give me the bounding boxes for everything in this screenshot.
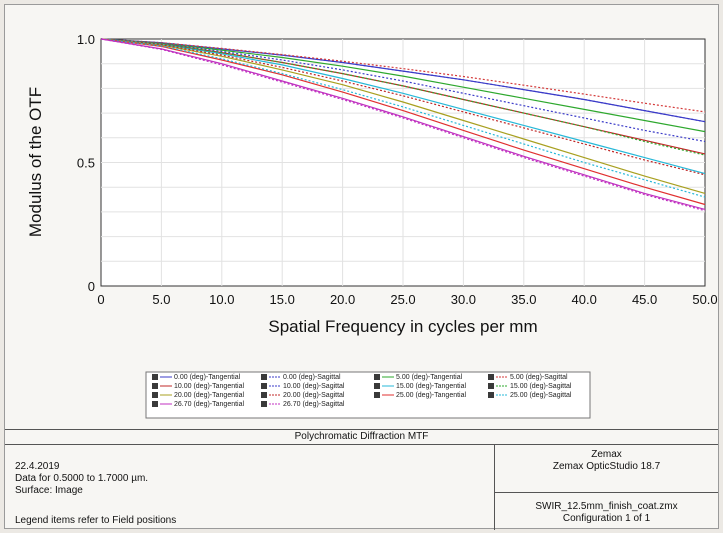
series-line bbox=[100, 38, 706, 212]
legend-label: 0.00 (deg)-Tangential bbox=[174, 374, 241, 381]
legend-item: 26.70 (deg)-Tangential bbox=[152, 401, 244, 408]
legend-label: 20.00 (deg)-Tangential bbox=[174, 392, 244, 399]
legend: 0.00 (deg)-Tangential 0.00 (deg)-Sagittal… bbox=[152, 374, 572, 408]
legend-label: 20.00 (deg)-Sagittal bbox=[283, 392, 345, 399]
x-tick-label: 0 bbox=[97, 292, 104, 307]
chart-title: Polychromatic Diffraction MTF bbox=[294, 431, 429, 442]
legend-item: 25.00 (deg)-Sagittal bbox=[488, 392, 572, 399]
legend-item: 10.00 (deg)-Sagittal bbox=[261, 383, 345, 390]
legend-label: 10.00 (deg)-Tangential bbox=[174, 383, 244, 390]
legend-item: 5.00 (deg)-Tangential bbox=[374, 374, 463, 381]
mtf-report-frame: 0 5.0 10.0 15.0 20.0 25.0 30.0 35.0 40.0 45.0 50.0… bbox=[4, 4, 719, 530]
info-title-rule bbox=[5, 444, 718, 445]
x-tick-labels: 0 5.0 10.0 15.0 20.0 25.0 30.0 35.0 40.0 45.0 50.0 bbox=[97, 292, 717, 307]
legend-item: 20.00 (deg)-Sagittal bbox=[261, 392, 345, 399]
legend-label: 0.00 (deg)-Sagittal bbox=[283, 374, 341, 381]
legend-item: 15.00 (deg)-Sagittal bbox=[488, 383, 572, 390]
legend-marker bbox=[261, 401, 267, 407]
series-line bbox=[100, 38, 706, 175]
legend-label: 26.70 (deg)-Sagittal bbox=[283, 401, 345, 408]
x-tick-label: 30.0 bbox=[451, 292, 476, 307]
legend-label: 15.00 (deg)-Sagittal bbox=[510, 383, 572, 390]
legend-marker bbox=[152, 392, 158, 398]
legend-marker bbox=[374, 383, 380, 389]
x-tick-label: 5.0 bbox=[152, 292, 170, 307]
x-tick-label: 50.0 bbox=[692, 292, 717, 307]
legend-item: 26.70 (deg)-Sagittal bbox=[261, 401, 345, 408]
legend-marker bbox=[488, 392, 494, 398]
info-vertical-rule bbox=[494, 444, 495, 530]
x-tick-label: 20.0 bbox=[330, 292, 355, 307]
legend-marker bbox=[261, 392, 267, 398]
legend-marker bbox=[374, 374, 380, 380]
series-line bbox=[100, 38, 706, 194]
legend-marker bbox=[152, 374, 158, 380]
info-legend-note: Legend items refer to Field positions bbox=[15, 515, 177, 526]
info-right-rule bbox=[494, 492, 718, 493]
series-line bbox=[100, 38, 706, 113]
info-software: Zemax OpticStudio 18.7 bbox=[552, 461, 661, 472]
info-date: 22.4.2019 bbox=[15, 461, 60, 472]
series-line bbox=[100, 38, 706, 156]
legend-label: 15.00 (deg)-Tangential bbox=[396, 383, 466, 390]
series-lines bbox=[100, 38, 706, 212]
y-tick-labels: 0 0.5 1.0 bbox=[77, 32, 95, 294]
legend-label: 25.00 (deg)-Tangential bbox=[396, 392, 466, 399]
y-tick-label: 1.0 bbox=[77, 32, 95, 47]
info-surface: Surface: Image bbox=[15, 485, 83, 496]
x-tick-label: 25.0 bbox=[390, 292, 415, 307]
series-line bbox=[100, 38, 706, 206]
legend-item: 0.00 (deg)-Sagittal bbox=[261, 374, 341, 381]
legend-item: 25.00 (deg)-Tangential bbox=[374, 392, 466, 399]
legend-item: 5.00 (deg)-Sagittal bbox=[488, 374, 568, 381]
legend-marker bbox=[261, 383, 267, 389]
y-tick-label: 0.5 bbox=[77, 156, 95, 171]
series-line bbox=[100, 38, 706, 210]
legend-item: 20.00 (deg)-Tangential bbox=[152, 392, 244, 399]
x-tick-label: 15.0 bbox=[270, 292, 295, 307]
x-tick-label: 40.0 bbox=[572, 292, 597, 307]
series-line bbox=[100, 38, 706, 198]
x-tick-label: 10.0 bbox=[209, 292, 234, 307]
info-company: Zemax bbox=[591, 449, 622, 460]
series-line bbox=[100, 38, 706, 133]
legend-marker bbox=[152, 401, 158, 407]
legend-label: 10.00 (deg)-Sagittal bbox=[283, 383, 345, 390]
legend-marker bbox=[374, 392, 380, 398]
legend-label: 25.00 (deg)-Sagittal bbox=[510, 392, 572, 399]
series-line bbox=[100, 38, 706, 143]
legend-marker bbox=[488, 374, 494, 380]
info-file: SWIR_12.5mm_finish_coat.zmx bbox=[535, 501, 678, 512]
x-tick-label: 45.0 bbox=[632, 292, 657, 307]
legend-item: 10.00 (deg)-Tangential bbox=[152, 383, 244, 390]
legend-box bbox=[145, 371, 591, 419]
y-axis-title: Modulus of the OTF bbox=[26, 87, 45, 237]
mtf-chart: 0 5.0 10.0 15.0 20.0 25.0 30.0 35.0 40.0 45.0 50.0… bbox=[26, 32, 718, 419]
info-wavelength: Data for 0.5000 to 1.7000 µm. bbox=[15, 473, 149, 484]
y-tick-label: 0 bbox=[88, 279, 95, 294]
legend-marker bbox=[261, 374, 267, 380]
series-line bbox=[100, 38, 706, 176]
grid bbox=[101, 39, 705, 286]
x-tick-label: 35.0 bbox=[511, 292, 536, 307]
info-config: Configuration 1 of 1 bbox=[562, 513, 651, 524]
info-top-rule bbox=[5, 429, 718, 430]
legend-marker bbox=[152, 383, 158, 389]
legend-item: 15.00 (deg)-Tangential bbox=[374, 383, 466, 390]
x-axis-title: Spatial Frequency in cycles per mm bbox=[268, 317, 537, 336]
legend-label: 5.00 (deg)-Sagittal bbox=[510, 374, 568, 381]
legend-label: 5.00 (deg)-Tangential bbox=[396, 374, 463, 381]
legend-label: 26.70 (deg)-Tangential bbox=[174, 401, 244, 408]
legend-item: 0.00 (deg)-Tangential bbox=[152, 374, 241, 381]
legend-marker bbox=[488, 383, 494, 389]
